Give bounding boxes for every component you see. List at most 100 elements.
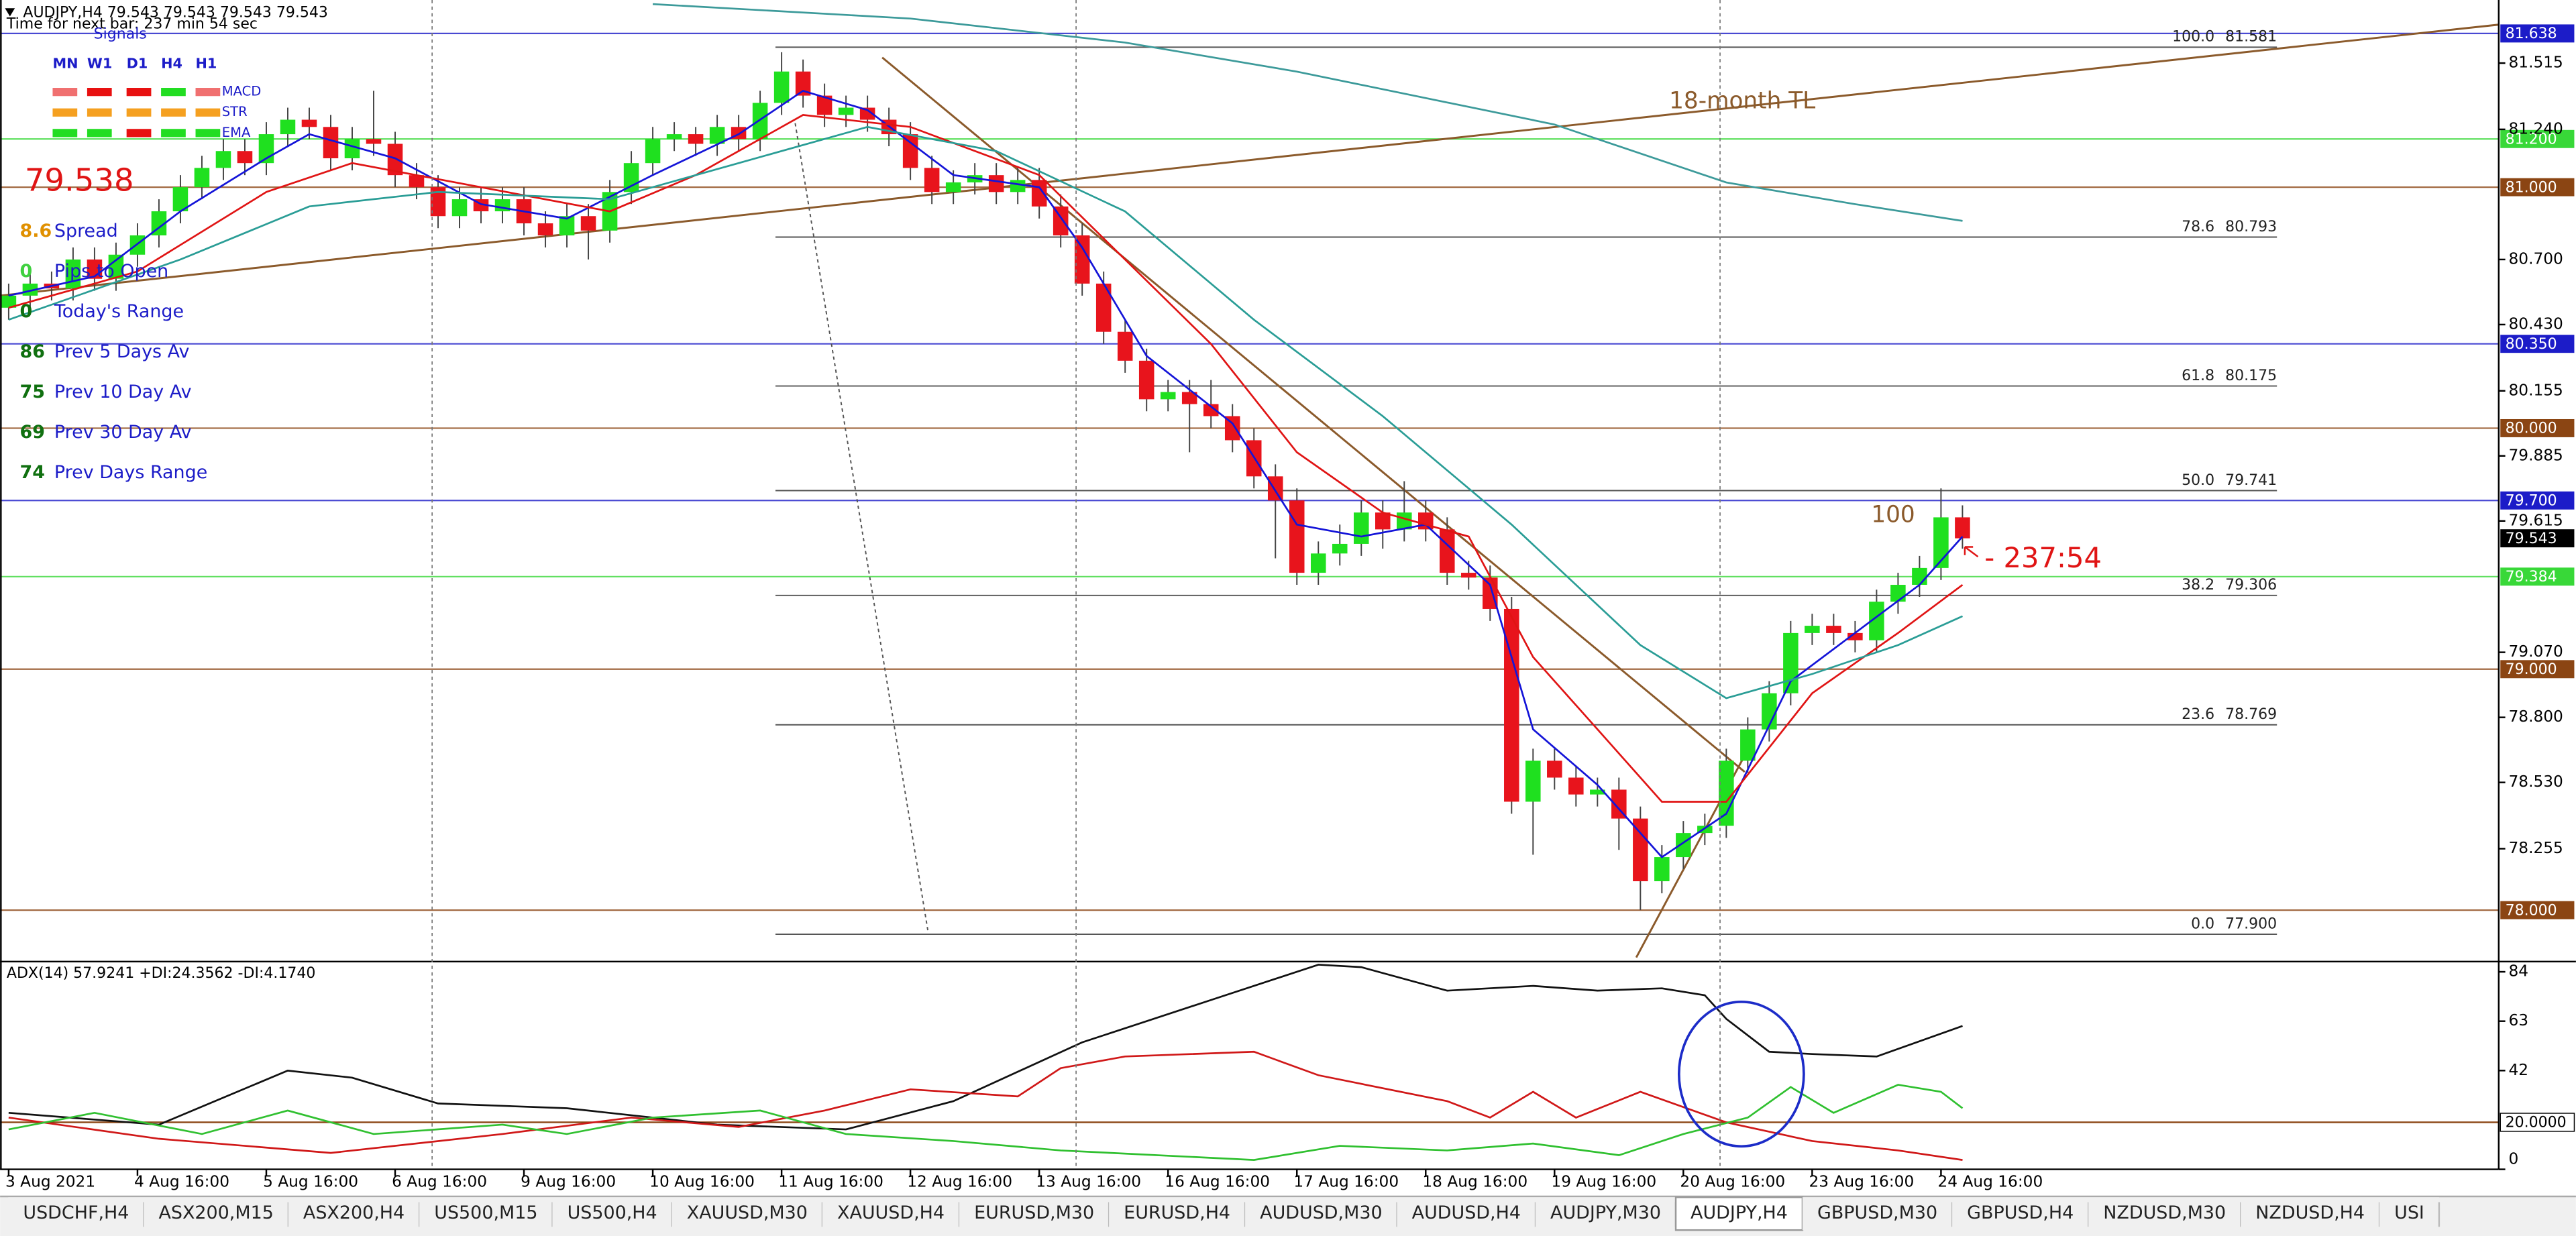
tab[interactable] <box>144 1197 288 1231</box>
candle-body <box>666 134 682 139</box>
trend-line <box>0 23 2499 297</box>
signal-cell <box>161 108 186 117</box>
candle-body <box>387 144 403 176</box>
fib-level: 0.0 <box>2191 915 2214 932</box>
indicator-line <box>8 1050 1963 1161</box>
tab[interactable] <box>822 1197 960 1231</box>
tab[interactable] <box>1536 1197 1676 1231</box>
level-label-box <box>2500 491 2575 510</box>
tab[interactable] <box>288 1197 420 1231</box>
candle-body <box>645 139 661 164</box>
tab-label[interactable]: NZDUSD,M30 <box>2103 1202 2226 1223</box>
candle-body <box>816 95 833 115</box>
tab-label[interactable]: GBPUSD,M30 <box>1817 1202 1937 1223</box>
tab[interactable] <box>1952 1197 2089 1231</box>
tab[interactable] <box>2241 1197 2380 1231</box>
tab[interactable] <box>1245 1197 1397 1231</box>
y-tick-label: 80.155 <box>2508 381 2563 399</box>
candle-body <box>1310 553 1326 573</box>
fib-price: 80.175 <box>2225 368 2277 384</box>
tab-label[interactable]: AUDJPY,M30 <box>1550 1202 1661 1223</box>
tab-label[interactable]: US500,H4 <box>568 1202 657 1223</box>
tab-label[interactable]: GBPUSD,H4 <box>1967 1202 2074 1223</box>
stat-label: Pips to Open <box>54 261 168 282</box>
candle-body <box>924 168 940 192</box>
tab-label[interactable]: EURUSD,M30 <box>974 1202 1094 1223</box>
candle-body <box>1160 392 1176 400</box>
candle-body <box>859 107 875 120</box>
stat-value: 0 <box>19 301 32 322</box>
x-tick-label: 17 Aug 16:00 <box>1293 1173 1399 1191</box>
candle-body <box>1568 777 1584 795</box>
level-label-box <box>2500 567 2575 586</box>
tab-label[interactable]: EURUSD,H4 <box>1124 1202 1230 1223</box>
candle-body <box>1654 857 1670 881</box>
tab-label[interactable]: ASX200,H4 <box>303 1202 405 1223</box>
candle-body <box>1053 206 1069 235</box>
fib-price: 78.769 <box>2225 706 2277 723</box>
candle-body <box>709 127 725 144</box>
tab-label[interactable]: ASX200,M15 <box>158 1202 273 1223</box>
fib-price: 79.306 <box>2225 577 2277 594</box>
signal-column: MN <box>52 56 78 72</box>
tab[interactable] <box>959 1197 1110 1231</box>
level-label: 80.350 <box>2506 336 2557 353</box>
candle-body <box>988 175 1004 192</box>
fib-level: 38.2 <box>2182 577 2214 594</box>
tab[interactable] <box>1397 1197 1536 1231</box>
y-tick-label: 81.240 <box>2508 119 2563 137</box>
y-tick-label: 0 <box>2508 1149 2518 1168</box>
y-tick-label: 84 <box>2508 962 2528 980</box>
tab-label[interactable]: XAUUSD,H4 <box>837 1202 945 1223</box>
candle-body <box>1353 512 1369 544</box>
candle-body <box>430 187 446 217</box>
tab-label[interactable]: USDCHF,H4 <box>23 1202 129 1223</box>
candle-body <box>1740 729 1756 761</box>
tab-label[interactable]: AUDUSD,M30 <box>1260 1202 1382 1223</box>
tab[interactable] <box>8 1197 144 1231</box>
y-tick-label: 80.430 <box>2508 315 2563 333</box>
stat-label: Prev Days Range <box>54 462 207 483</box>
y-tick-label: 63 <box>2508 1011 2528 1029</box>
candle-body <box>1010 180 1026 192</box>
tab-label[interactable]: XAUUSD,M30 <box>687 1202 808 1223</box>
tab-label[interactable]: NZDUSD,H4 <box>2255 1202 2365 1223</box>
candle-body <box>1074 235 1090 284</box>
candle-body <box>1676 833 1691 858</box>
level-label: 20.0000 <box>2506 1115 2567 1131</box>
tab-label[interactable]: USI <box>2394 1202 2424 1223</box>
tab[interactable] <box>419 1197 553 1231</box>
level-label-box <box>2500 529 2575 548</box>
tab[interactable] <box>672 1197 822 1231</box>
stat-value: 74 <box>19 462 44 483</box>
y-tick-label: 78.255 <box>2508 839 2563 857</box>
tab-label[interactable]: US500,M15 <box>434 1202 537 1223</box>
x-tick-label: 5 Aug 16:00 <box>263 1173 358 1191</box>
level-label: 81.200 <box>2506 131 2557 148</box>
candle-body <box>215 151 231 168</box>
tab[interactable] <box>1109 1197 1246 1231</box>
tab[interactable] <box>2088 1197 2241 1231</box>
tab-label[interactable]: AUDJPY,H4 <box>1690 1202 1788 1223</box>
stat-value: 86 <box>19 341 44 362</box>
candle-body <box>1847 632 1863 640</box>
tab[interactable] <box>1802 1197 1953 1231</box>
x-tick-label: 18 Aug 16:00 <box>1422 1173 1527 1191</box>
candle-body <box>1117 331 1133 361</box>
tab[interactable] <box>552 1197 672 1231</box>
signal-cell <box>52 88 78 97</box>
candle-body <box>1762 693 1777 730</box>
tab[interactable] <box>2379 1197 2439 1231</box>
fib-level: 100.0 <box>2172 29 2214 46</box>
candle-body <box>1203 404 1219 416</box>
fib-level: 61.8 <box>2182 368 2214 384</box>
signal-row-name: STR <box>222 104 248 119</box>
candle-body <box>1633 818 1648 881</box>
fib-price: 79.741 <box>2225 472 2277 489</box>
x-tick-label: 10 Aug 16:00 <box>649 1173 755 1191</box>
tab-label[interactable]: AUDUSD,H4 <box>1412 1202 1521 1223</box>
level-label-box <box>2500 660 2575 679</box>
level-label-box <box>2500 901 2575 919</box>
